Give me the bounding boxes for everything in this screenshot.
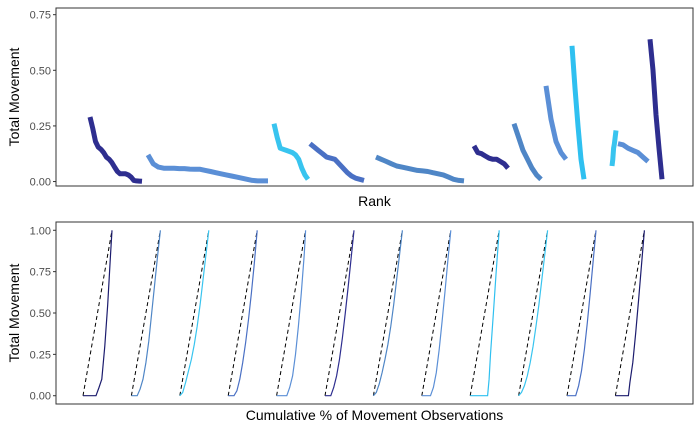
y-tick-label: 0.75 — [30, 10, 51, 22]
cumulative-series-1 — [83, 230, 113, 397]
cumulative-series-6 — [325, 230, 355, 397]
panel-border — [55, 221, 694, 405]
y-tick-label: 0.00 — [30, 391, 51, 403]
rank-series-1 — [87, 116, 143, 184]
cumulative-series-9 — [470, 230, 500, 397]
rank-series-11 — [617, 141, 650, 164]
top-panel: 0.00 0.25 0.50 0.75 Rank Total Movement — [6, 7, 694, 209]
rank-series-8 — [543, 85, 569, 161]
rank-series-9 — [569, 45, 587, 180]
cumulative-series-10 — [518, 230, 549, 397]
x-axis-title: Rank — [358, 193, 392, 209]
cumulative-series-11 — [567, 230, 597, 397]
cumulative-series-4 — [228, 230, 258, 397]
cumulative-series-3 — [179, 230, 210, 397]
cumulative-series-12 — [615, 230, 645, 397]
cumulative-series-8 — [421, 230, 452, 397]
cumulative-series-5 — [276, 230, 307, 397]
y-axis-title: Total Movement — [6, 263, 22, 362]
rank-series-12 — [647, 38, 665, 180]
rank-series-6 — [471, 144, 510, 170]
rank-series-7 — [511, 122, 543, 182]
rank-series-10 — [609, 130, 619, 167]
cumulative-series-7 — [372, 230, 403, 397]
rank-series-2 — [145, 153, 268, 184]
panel-border — [55, 7, 694, 187]
y-tick-label: 0.75 — [30, 267, 51, 279]
rank-series-3 — [271, 123, 311, 181]
y-tick-label: 0.25 — [30, 121, 51, 133]
y-tick-label: 0.50 — [30, 308, 51, 320]
cumulative-series-2 — [131, 230, 161, 397]
rank-series-4 — [308, 141, 365, 183]
x-axis-title: Cumulative % of Movement Observations — [246, 407, 504, 423]
y-tick-label: 0.25 — [30, 349, 51, 361]
y-tick-label: 1.00 — [30, 225, 51, 237]
bottom-panel: 0.00 0.25 0.50 0.75 1.00 Cumulative % of Move… — [6, 221, 694, 423]
y-axis-title: Total Movement — [6, 47, 22, 146]
rank-series-5 — [375, 154, 465, 184]
y-tick-label: 0.50 — [30, 65, 51, 77]
y-tick-label: 0.00 — [30, 177, 51, 189]
